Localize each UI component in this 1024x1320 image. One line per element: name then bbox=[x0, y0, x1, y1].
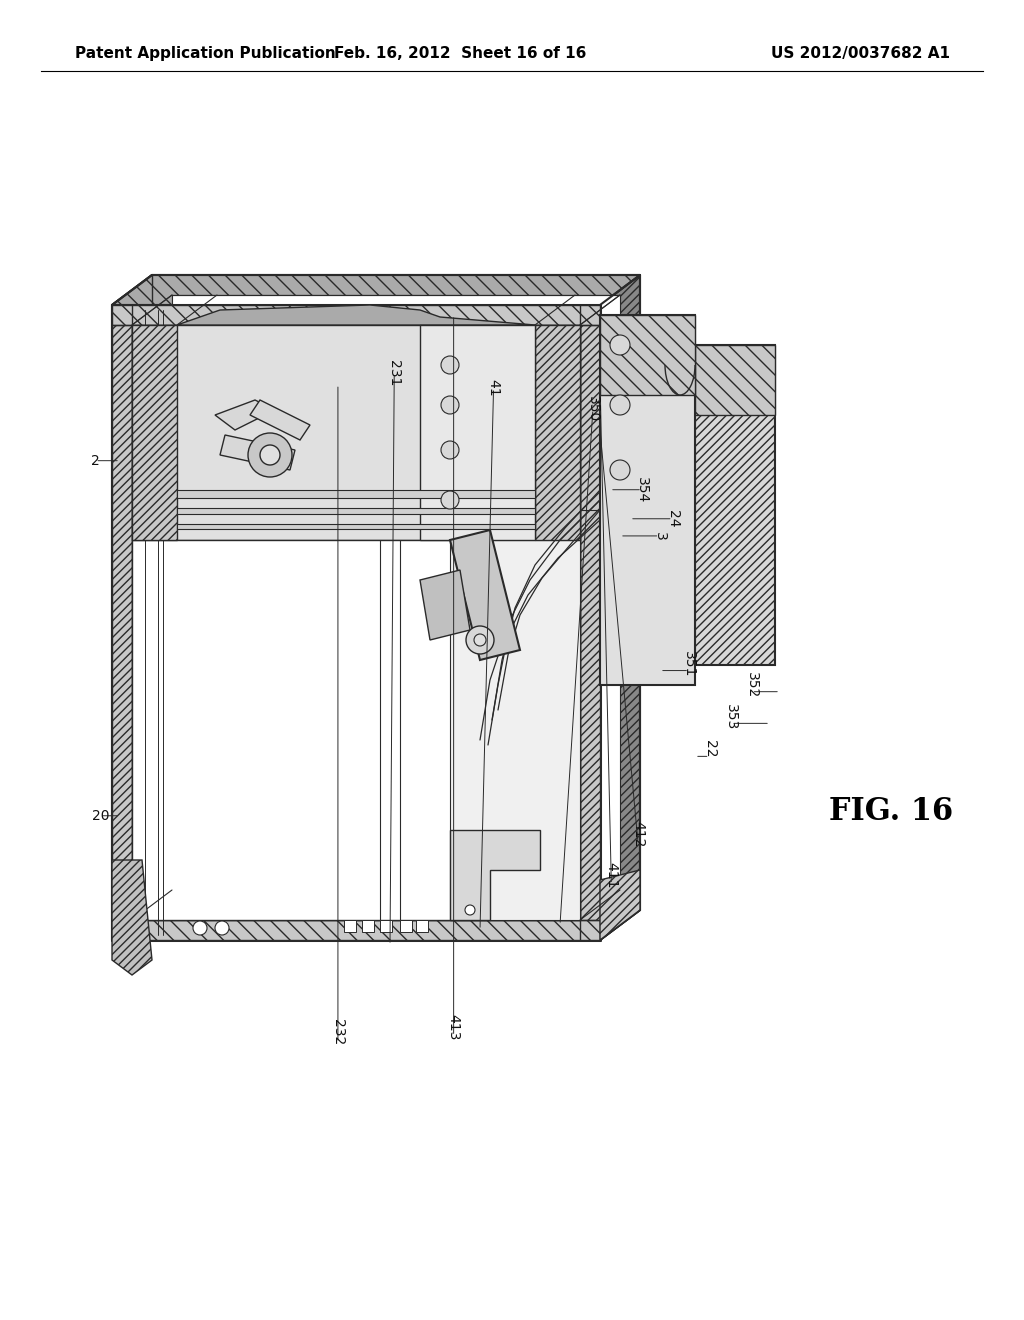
Text: 350: 350 bbox=[586, 396, 600, 422]
Polygon shape bbox=[420, 325, 535, 540]
Text: FIG. 16: FIG. 16 bbox=[828, 796, 953, 828]
Circle shape bbox=[260, 445, 280, 465]
Circle shape bbox=[441, 356, 459, 374]
Polygon shape bbox=[132, 540, 580, 920]
Text: 20: 20 bbox=[91, 809, 110, 822]
Polygon shape bbox=[600, 315, 695, 395]
Text: 231: 231 bbox=[387, 360, 401, 387]
Polygon shape bbox=[695, 345, 775, 665]
Polygon shape bbox=[535, 325, 580, 540]
Polygon shape bbox=[177, 490, 535, 498]
Polygon shape bbox=[177, 524, 535, 529]
Polygon shape bbox=[177, 305, 535, 325]
Text: 353: 353 bbox=[724, 704, 738, 730]
Circle shape bbox=[474, 634, 486, 645]
Circle shape bbox=[248, 433, 292, 477]
Polygon shape bbox=[600, 275, 640, 940]
Polygon shape bbox=[112, 861, 152, 975]
Text: Feb. 16, 2012  Sheet 16 of 16: Feb. 16, 2012 Sheet 16 of 16 bbox=[334, 46, 586, 61]
Polygon shape bbox=[450, 531, 520, 660]
Circle shape bbox=[441, 396, 459, 414]
Circle shape bbox=[441, 441, 459, 459]
Text: 41: 41 bbox=[486, 379, 501, 397]
Text: 412: 412 bbox=[631, 821, 645, 847]
Text: 413: 413 bbox=[446, 1014, 461, 1040]
Text: 24: 24 bbox=[666, 510, 680, 528]
Text: 351: 351 bbox=[682, 651, 696, 677]
Polygon shape bbox=[112, 275, 152, 940]
Circle shape bbox=[441, 491, 459, 510]
Polygon shape bbox=[416, 920, 428, 932]
Circle shape bbox=[610, 395, 630, 414]
Polygon shape bbox=[220, 436, 295, 470]
Text: 352: 352 bbox=[744, 672, 759, 698]
Polygon shape bbox=[362, 920, 374, 932]
Polygon shape bbox=[215, 400, 275, 430]
Polygon shape bbox=[600, 315, 695, 685]
Polygon shape bbox=[112, 305, 600, 325]
Circle shape bbox=[610, 335, 630, 355]
Polygon shape bbox=[380, 920, 392, 932]
Text: 2: 2 bbox=[91, 454, 99, 467]
Text: 22: 22 bbox=[702, 739, 717, 758]
Polygon shape bbox=[110, 304, 642, 972]
Polygon shape bbox=[344, 920, 356, 932]
Polygon shape bbox=[112, 275, 640, 305]
Polygon shape bbox=[450, 540, 580, 920]
Text: 411: 411 bbox=[604, 862, 618, 888]
Circle shape bbox=[465, 906, 475, 915]
Polygon shape bbox=[112, 305, 132, 940]
Text: 3: 3 bbox=[652, 532, 667, 540]
Polygon shape bbox=[250, 400, 310, 440]
Polygon shape bbox=[420, 570, 470, 640]
Text: 354: 354 bbox=[635, 477, 649, 503]
Polygon shape bbox=[172, 294, 620, 890]
Polygon shape bbox=[450, 830, 540, 920]
Text: Patent Application Publication: Patent Application Publication bbox=[75, 46, 336, 61]
Text: 232: 232 bbox=[331, 1019, 345, 1045]
Polygon shape bbox=[400, 920, 412, 932]
Polygon shape bbox=[112, 909, 640, 940]
Polygon shape bbox=[177, 508, 535, 513]
Polygon shape bbox=[132, 325, 177, 540]
Circle shape bbox=[610, 459, 630, 480]
Polygon shape bbox=[112, 920, 600, 940]
Circle shape bbox=[215, 921, 229, 935]
Polygon shape bbox=[172, 294, 620, 510]
Polygon shape bbox=[132, 325, 580, 540]
Polygon shape bbox=[600, 870, 640, 940]
Polygon shape bbox=[580, 305, 600, 940]
Circle shape bbox=[466, 626, 494, 653]
Circle shape bbox=[193, 921, 207, 935]
Polygon shape bbox=[695, 345, 775, 414]
Text: US 2012/0037682 A1: US 2012/0037682 A1 bbox=[771, 46, 950, 61]
